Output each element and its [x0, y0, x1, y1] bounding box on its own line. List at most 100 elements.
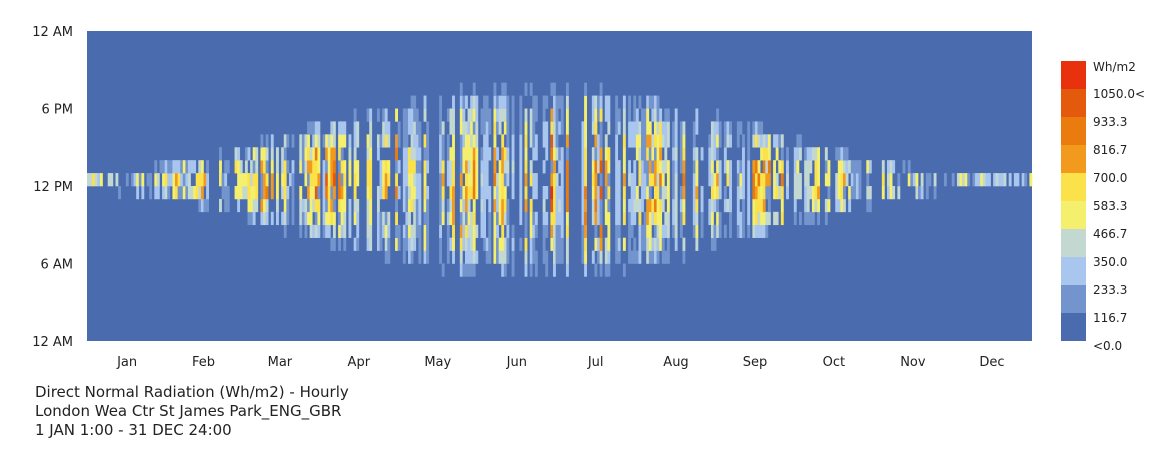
heatmap-cell [387, 224, 391, 238]
heatmap-cell [542, 250, 546, 264]
heatmap-cell [565, 82, 569, 96]
heatmap-cell [237, 198, 241, 213]
heatmap-cell [708, 198, 712, 213]
heatmap-cell [299, 198, 303, 213]
heatmap-cell [565, 224, 569, 238]
heatmap-cell [811, 198, 815, 213]
heatmap-cell [408, 186, 411, 200]
heatmap-cell [511, 263, 515, 277]
heatmap-cell [459, 108, 463, 122]
heatmap-cell [237, 186, 241, 200]
heatmap-cell [332, 121, 336, 135]
heatmap-cell [597, 198, 600, 213]
heatmap-cell [182, 186, 186, 200]
heatmap-cell [739, 186, 743, 200]
heatmap-cell [591, 173, 595, 187]
heatmap-cell [656, 108, 660, 122]
heatmap-cell [534, 211, 538, 226]
heatmap-cell [622, 186, 626, 200]
heatmap-cell [565, 160, 569, 174]
heatmap-cell [692, 186, 696, 200]
heatmap-cell [716, 198, 720, 213]
heatmap-cell [462, 147, 466, 161]
heatmap-cell [395, 224, 398, 238]
heatmap-cell [418, 160, 422, 174]
heatmap-cell [470, 186, 474, 200]
heatmap-cell [426, 224, 430, 238]
heatmap-cell [299, 160, 303, 174]
heatmap-cell [149, 173, 153, 187]
heatmap-cell [553, 147, 556, 161]
heatmap-cell [633, 237, 637, 251]
heatmap-cell [910, 173, 914, 187]
heatmap-cell [465, 95, 468, 109]
heatmap-cell [594, 211, 598, 226]
heatmap-cell [617, 198, 621, 213]
heatmap-cell [441, 211, 445, 226]
heatmap-cell [332, 186, 336, 200]
heatmap-cell [729, 134, 732, 148]
heatmap-cell [338, 237, 342, 251]
heatmap-cell [594, 147, 598, 161]
heatmap-cell [332, 160, 336, 174]
heatmap-cell [747, 186, 751, 200]
heatmap-cell [654, 95, 657, 109]
heatmap-cell [708, 173, 712, 187]
heatmap-cell [710, 237, 714, 251]
heatmap-cell [664, 160, 668, 174]
heatmap-cell [597, 186, 600, 200]
heatmap-cell [824, 211, 828, 226]
heatmap-cell [666, 237, 670, 251]
heatmap-cell [881, 160, 885, 174]
heatmap-cell [760, 198, 764, 213]
heatmap-cell [550, 82, 554, 96]
heatmap-cell [467, 173, 471, 187]
heatmap-cell [353, 186, 357, 200]
heatmap-cell [599, 121, 603, 135]
heatmap-cell [488, 108, 492, 122]
heatmap-cell [291, 198, 295, 213]
heatmap-cell [617, 121, 621, 135]
heatmap-cell [366, 160, 370, 174]
heatmap-cell [459, 263, 463, 277]
heatmap-cell [666, 211, 670, 226]
heatmap-cell [133, 173, 137, 187]
heatmap-cell [757, 121, 761, 135]
heatmap-cell [164, 186, 168, 200]
heatmap-cell [493, 173, 497, 187]
heatmap-cell [754, 224, 758, 238]
heatmap-cell [656, 250, 660, 264]
heatmap-cell [485, 186, 489, 200]
heatmap-cell [402, 224, 406, 238]
heatmap-cell [695, 160, 699, 174]
heatmap-cell [247, 211, 251, 226]
heatmap-cell [742, 224, 745, 238]
heatmap-cell [641, 198, 644, 213]
heatmap-cell [633, 186, 637, 200]
heatmap-cell [92, 173, 96, 187]
heatmap-cell [415, 108, 419, 122]
heatmap-cell [553, 237, 556, 251]
heatmap-cell [384, 160, 388, 174]
heatmap-cell [558, 211, 562, 226]
heatmap-cell [312, 173, 316, 187]
heatmap-cell [338, 173, 342, 187]
heatmap-cell [736, 134, 740, 148]
heatmap-cell [565, 263, 569, 277]
heatmap-cell [511, 121, 515, 135]
heatmap-cell [501, 211, 505, 226]
heatmap-cell [493, 160, 497, 174]
heatmap-cell [617, 224, 621, 238]
heatmap-cell [503, 186, 507, 200]
heatmap-cell [304, 160, 308, 174]
heatmap-cell [682, 160, 686, 174]
heatmap-cell [317, 121, 321, 135]
heatmap-cell [692, 147, 696, 161]
heatmap-cell [850, 186, 854, 200]
heatmap-cell [260, 160, 264, 174]
heatmap-cell [848, 186, 852, 200]
heatmap-cell [408, 198, 411, 213]
heatmap-cell [817, 198, 820, 213]
heatmap-cell [353, 211, 357, 226]
heatmap-cell [672, 147, 676, 161]
